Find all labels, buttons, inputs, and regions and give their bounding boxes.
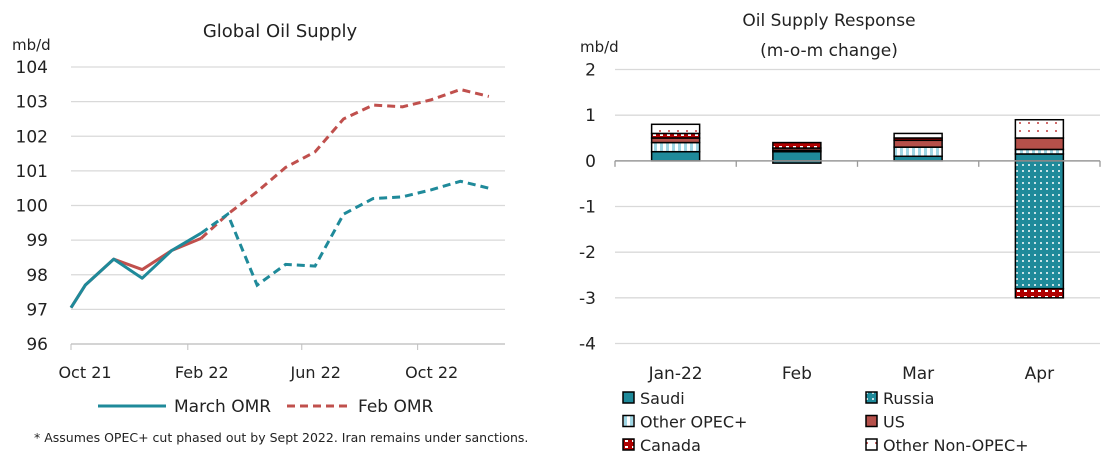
y-tick-label: 99 bbox=[26, 231, 48, 251]
y-axis-label: mb/d bbox=[580, 38, 619, 56]
y-tick-label: 100 bbox=[16, 197, 48, 217]
y-tick-label: 104 bbox=[16, 58, 48, 78]
chart-title: Global Oil Supply bbox=[203, 21, 358, 42]
legend-swatch bbox=[865, 391, 878, 404]
bar-segment bbox=[1014, 137, 1065, 151]
legend-swatch bbox=[622, 414, 635, 428]
bar-segment bbox=[893, 146, 943, 158]
legend-swatch bbox=[865, 414, 878, 428]
series-line-actual bbox=[69, 231, 202, 309]
legend-label: Other Non-OPEC+ bbox=[883, 436, 1029, 455]
chart-subtitle: (m-o-m change) bbox=[760, 41, 898, 61]
legend-label: Other OPEC+ bbox=[640, 413, 747, 432]
x-tick-label: Apr bbox=[1025, 364, 1054, 384]
legend-label: US bbox=[883, 413, 905, 432]
y-tick-label: 102 bbox=[16, 127, 48, 147]
legend-swatch bbox=[622, 438, 635, 451]
y-tick-label: 101 bbox=[16, 162, 48, 182]
bar-segment bbox=[893, 139, 943, 148]
x-tick-label: Jan-22 bbox=[648, 364, 703, 384]
bar-segment bbox=[893, 132, 943, 139]
x-tick-label: Jun 22 bbox=[290, 363, 341, 382]
oil-supply-response-chart: Oil Supply Response (m-o-m change) mb/d 2 1 0… bbox=[579, 11, 1101, 455]
x-tick-label: Mar bbox=[902, 364, 934, 384]
footnote: * Assumes OPEC+ cut phased out by Sept 2… bbox=[34, 430, 528, 445]
bar-segment bbox=[1014, 153, 1065, 162]
y-axis-label: mb/d bbox=[12, 36, 51, 54]
x-tick-label: Oct 21 bbox=[58, 363, 111, 382]
legend-swatch bbox=[622, 391, 635, 404]
legend-label: Canada bbox=[640, 436, 701, 455]
bar-segment bbox=[1014, 118, 1065, 139]
bar-segment bbox=[1014, 287, 1065, 299]
bar-segment bbox=[650, 123, 701, 135]
x-tick-label: Oct 22 bbox=[405, 363, 458, 382]
y-tick-label: -4 bbox=[579, 335, 596, 355]
bar-segment bbox=[650, 141, 701, 153]
bar-segment bbox=[772, 141, 822, 149]
bar-segment bbox=[1014, 160, 1065, 290]
x-tick-label: Feb 22 bbox=[175, 363, 229, 382]
series-line-forecast bbox=[200, 87, 490, 240]
y-tick-label: 2 bbox=[585, 61, 596, 81]
y-tick-label: 98 bbox=[26, 266, 48, 286]
y-tick-label: 96 bbox=[26, 335, 48, 355]
bar-segment bbox=[650, 150, 701, 162]
series-line-forecast bbox=[200, 179, 490, 288]
legend-label: Feb OMR bbox=[358, 397, 434, 417]
y-tick-label: 103 bbox=[16, 93, 48, 113]
global-oil-supply-chart: Global Oil Supply mb/d 104 103 102 101 100 99 98… bbox=[12, 21, 505, 417]
y-tick-label: -3 bbox=[579, 289, 596, 309]
legend-label: March OMR bbox=[174, 397, 271, 417]
chart-title: Oil Supply Response bbox=[742, 11, 915, 31]
y-tick-label: 1 bbox=[585, 106, 596, 126]
legend-swatch bbox=[865, 438, 878, 451]
y-tick-label: -1 bbox=[579, 198, 596, 218]
y-tick-label: 97 bbox=[26, 300, 48, 320]
bar-segment bbox=[772, 150, 822, 162]
legend-label: Russia bbox=[883, 389, 934, 408]
y-tick-label: -2 bbox=[579, 243, 596, 263]
x-tick-label: Feb bbox=[782, 364, 812, 384]
y-tick-label: 0 bbox=[585, 152, 596, 172]
legend-label: Saudi bbox=[640, 389, 685, 408]
